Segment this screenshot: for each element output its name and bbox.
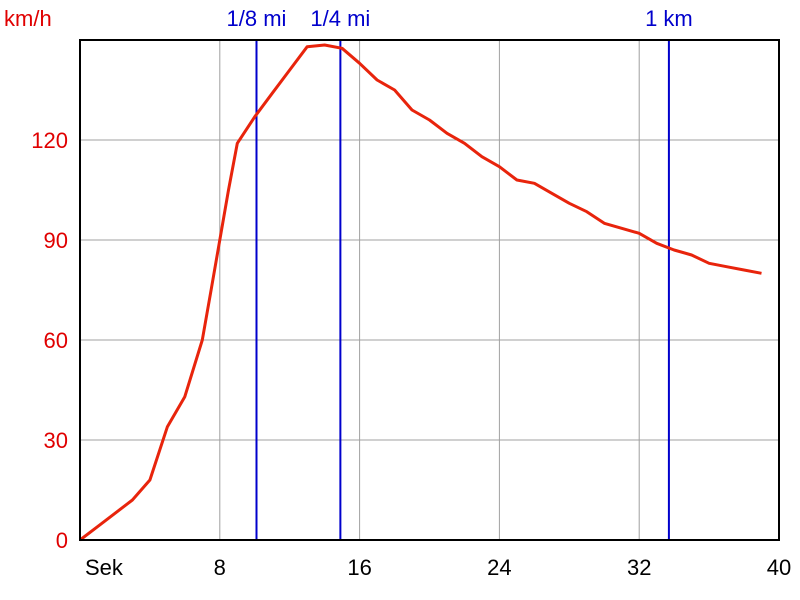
grid-lines: [80, 40, 779, 540]
y-axis-label: km/h: [4, 6, 52, 31]
y-tick-label: 0: [56, 528, 68, 553]
plot-frame: [79, 39, 780, 541]
speed-series: [79, 43, 762, 542]
distance-marker-label: 1 km: [645, 6, 693, 31]
x-tick-label: 24: [487, 555, 511, 580]
speed-line: [79, 43, 762, 542]
distance-marker-label: 1/8 mi: [227, 6, 287, 31]
x-tick-label: 8: [214, 555, 226, 580]
x-tick-label: 32: [627, 555, 651, 580]
y-tick-label: 60: [44, 328, 68, 353]
y-tick-label: 90: [44, 228, 68, 253]
distance-markers: 1/8 mi 1/4 mi 1 km: [227, 6, 693, 540]
y-tick-labels: 0 30 60 90 120: [31, 128, 68, 553]
distance-marker-label: 1/4 mi: [310, 6, 370, 31]
y-tick-label: 30: [44, 428, 68, 453]
x-axis-label: Sek: [85, 555, 124, 580]
y-tick-label: 120: [31, 128, 68, 153]
x-tick-label: 16: [347, 555, 371, 580]
x-tick-label: 40: [767, 555, 791, 580]
x-tick-labels: 8 16 24 32 40: [214, 555, 792, 580]
